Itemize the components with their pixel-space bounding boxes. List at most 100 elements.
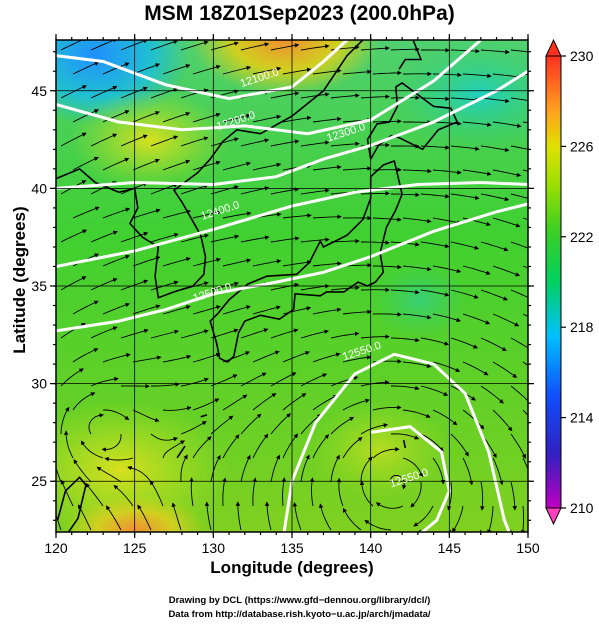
geopotential-contours [56,40,528,532]
streamline [180,233,209,243]
streamline [60,368,84,387]
streamline [450,97,480,103]
streamline [300,92,330,99]
streamline [336,477,344,507]
y-tick-label: 45 [31,83,47,99]
streamline [420,193,450,199]
streamline [60,276,87,291]
streamline [192,352,221,363]
colorbar-tick-label: 222 [570,229,594,245]
axis-tick-labels: 120 125 130 135 140 145 150 25 30 35 40 45 [31,83,539,556]
streamline [479,529,482,532]
streamline [300,237,330,243]
streamline [180,377,209,387]
streamline [60,85,87,99]
streamlines [56,40,528,532]
coastline-5 [56,442,57,448]
coastline-7 [200,414,208,418]
streamline [522,361,528,367]
streamline [72,348,99,363]
streamline [270,139,300,147]
streamline [192,398,220,411]
streamline [450,433,469,457]
streamline [300,454,310,483]
contour-line-1 [56,40,482,136]
streamline [132,409,160,423]
streamline [492,121,522,128]
streamline [60,406,70,435]
streamline [150,232,179,243]
streamline [360,46,390,51]
streamline [292,502,302,531]
streamline [63,430,74,459]
streamline [462,121,492,127]
streamline [330,285,360,291]
streamline [132,304,161,315]
streamline [252,477,257,507]
streamline [432,217,462,225]
streamline [492,73,522,79]
streamline [240,328,269,339]
streamline [359,480,374,507]
streamline [210,185,239,195]
colorbar-ticks: 210 214 218 222 226 230 [561,48,594,516]
streamline [510,433,526,459]
streamline [510,529,512,532]
streamline [413,505,434,527]
streamline [132,355,162,363]
streamline [192,112,221,123]
streamline [342,437,363,459]
credit-drawing: Drawing by DCL (https://www.gfd−dennou.o… [168,595,431,606]
x-tick-label: 140 [359,540,383,556]
streamline [312,395,338,411]
x-tick-label: 120 [44,540,68,556]
streamline [120,231,149,243]
streamline [222,351,251,363]
streamline [462,265,491,275]
streamline [162,257,191,267]
streamline [120,40,148,51]
streamline [281,477,286,507]
streamline [390,289,420,295]
streamline [270,91,300,99]
credit-data: Data from http://database.rish.kyoto−u.a… [168,609,431,620]
streamline [282,260,312,267]
streamline [342,398,370,411]
streamline [402,457,424,478]
contour-line-3 [56,180,528,268]
streamline [432,72,462,78]
streamline [180,136,209,147]
streamline [510,481,517,511]
streamline [96,466,122,483]
streamline [372,405,402,411]
streamline [360,191,390,196]
streamline [151,382,180,387]
colorbar-tick-label: 210 [570,500,594,516]
streamline [420,289,450,297]
streamline [492,217,521,228]
streamline [132,158,160,171]
streamline [450,48,480,54]
map-title: MSM 18Z01Sep2023 (200.0hPa) [144,2,455,25]
streamline [222,113,251,123]
streamline [450,193,480,200]
streamline [162,159,191,171]
streamline [252,393,277,411]
streamline [462,457,474,486]
streamline [162,64,191,75]
coastline-0 [56,40,364,299]
streamline [402,409,431,418]
streamline [480,385,504,404]
streamline [390,192,420,198]
streamline [391,385,420,391]
streamline [85,482,104,507]
streamline [300,44,330,51]
streamline [235,501,242,531]
streamline [342,166,372,171]
streamline [420,433,444,452]
streamline [480,49,510,55]
streamline [522,313,528,318]
streamline [80,440,104,459]
y-axis-label: Latitude (degrees) [10,206,29,354]
